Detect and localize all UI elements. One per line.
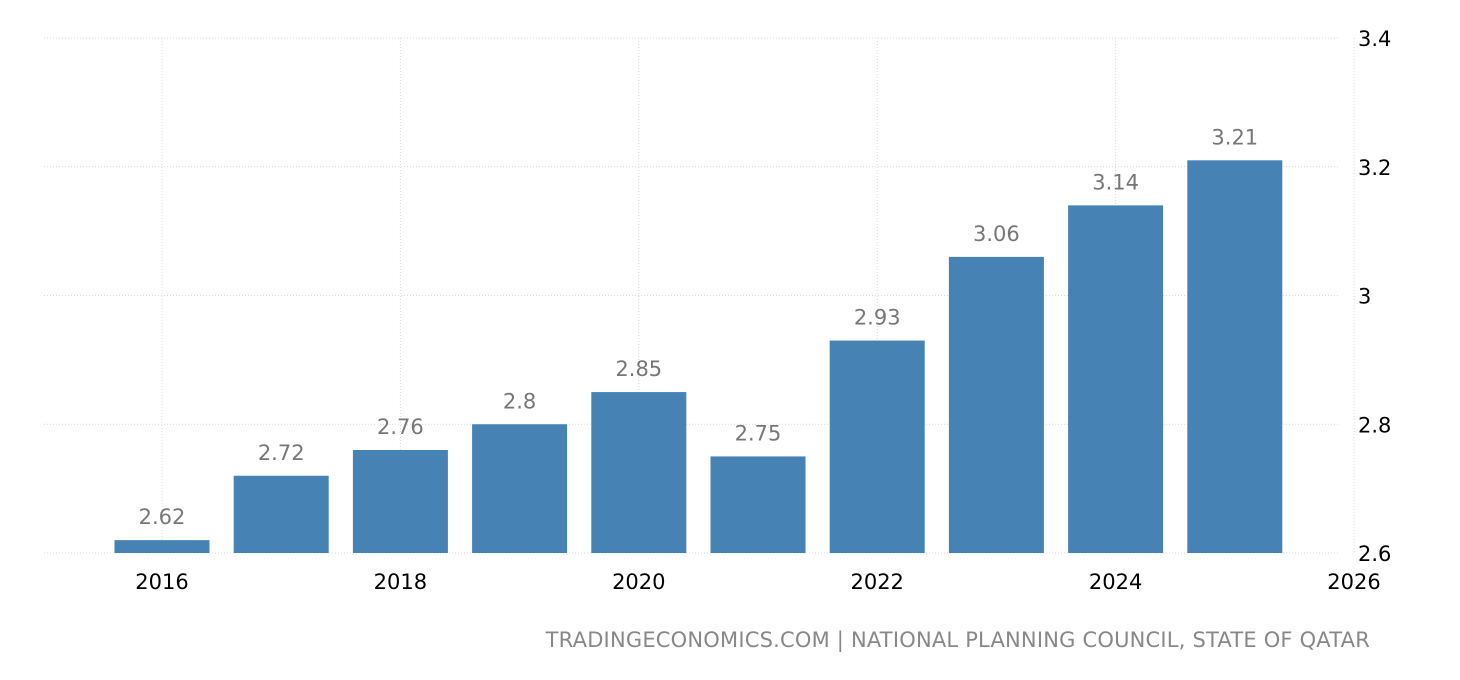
bar[interactable] [829, 340, 925, 553]
data-label: 2.62 [139, 505, 186, 529]
source-attribution: TRADINGECONOMICS.COM | NATIONAL PLANNING… [545, 628, 1370, 652]
data-label: 3.14 [1092, 170, 1139, 194]
y-tick-label: 3 [1358, 285, 1371, 309]
bar[interactable] [710, 456, 806, 553]
x-axis: 2016 2018 2020 2022 2024 2026 [135, 570, 1380, 594]
data-label: 2.85 [615, 357, 662, 381]
x-tick-label: 2024 [1089, 570, 1142, 594]
data-label: 2.72 [258, 441, 305, 465]
data-label: 3.21 [1211, 125, 1258, 149]
bar[interactable] [114, 540, 210, 553]
x-tick-label: 2026 [1327, 570, 1380, 594]
bar[interactable] [591, 392, 687, 553]
bar[interactable] [1187, 160, 1283, 553]
y-tick-label: 2.8 [1358, 413, 1391, 437]
bar[interactable] [352, 450, 448, 553]
data-label: 3.06 [973, 222, 1020, 246]
bar[interactable] [472, 424, 568, 553]
data-label-layer: 2.62 2.72 2.76 2.8 2.85 2.75 2.93 3.06 3.14 3.21 [139, 125, 1259, 529]
x-tick-label: 2020 [612, 570, 665, 594]
bar-layer [114, 160, 1283, 553]
y-axis: 2.6 2.8 3 3.2 3.4 [1358, 27, 1391, 566]
data-label: 2.8 [503, 389, 536, 413]
y-tick-label: 2.6 [1358, 542, 1391, 566]
x-tick-label: 2022 [850, 570, 903, 594]
bar[interactable] [233, 475, 329, 553]
y-tick-label: 3.4 [1358, 27, 1391, 51]
bar-chart: 2.622.722.762.82.852.752.933.063.143.21 … [44, 27, 1391, 594]
x-tick-label: 2018 [374, 570, 427, 594]
bar[interactable] [1068, 205, 1164, 553]
data-label: 2.75 [735, 421, 782, 445]
x-tick-label: 2016 [135, 570, 188, 594]
data-label: 2.93 [854, 306, 901, 330]
y-tick-label: 3.2 [1358, 156, 1391, 180]
data-label: 2.76 [377, 415, 424, 439]
bar[interactable] [948, 256, 1044, 553]
